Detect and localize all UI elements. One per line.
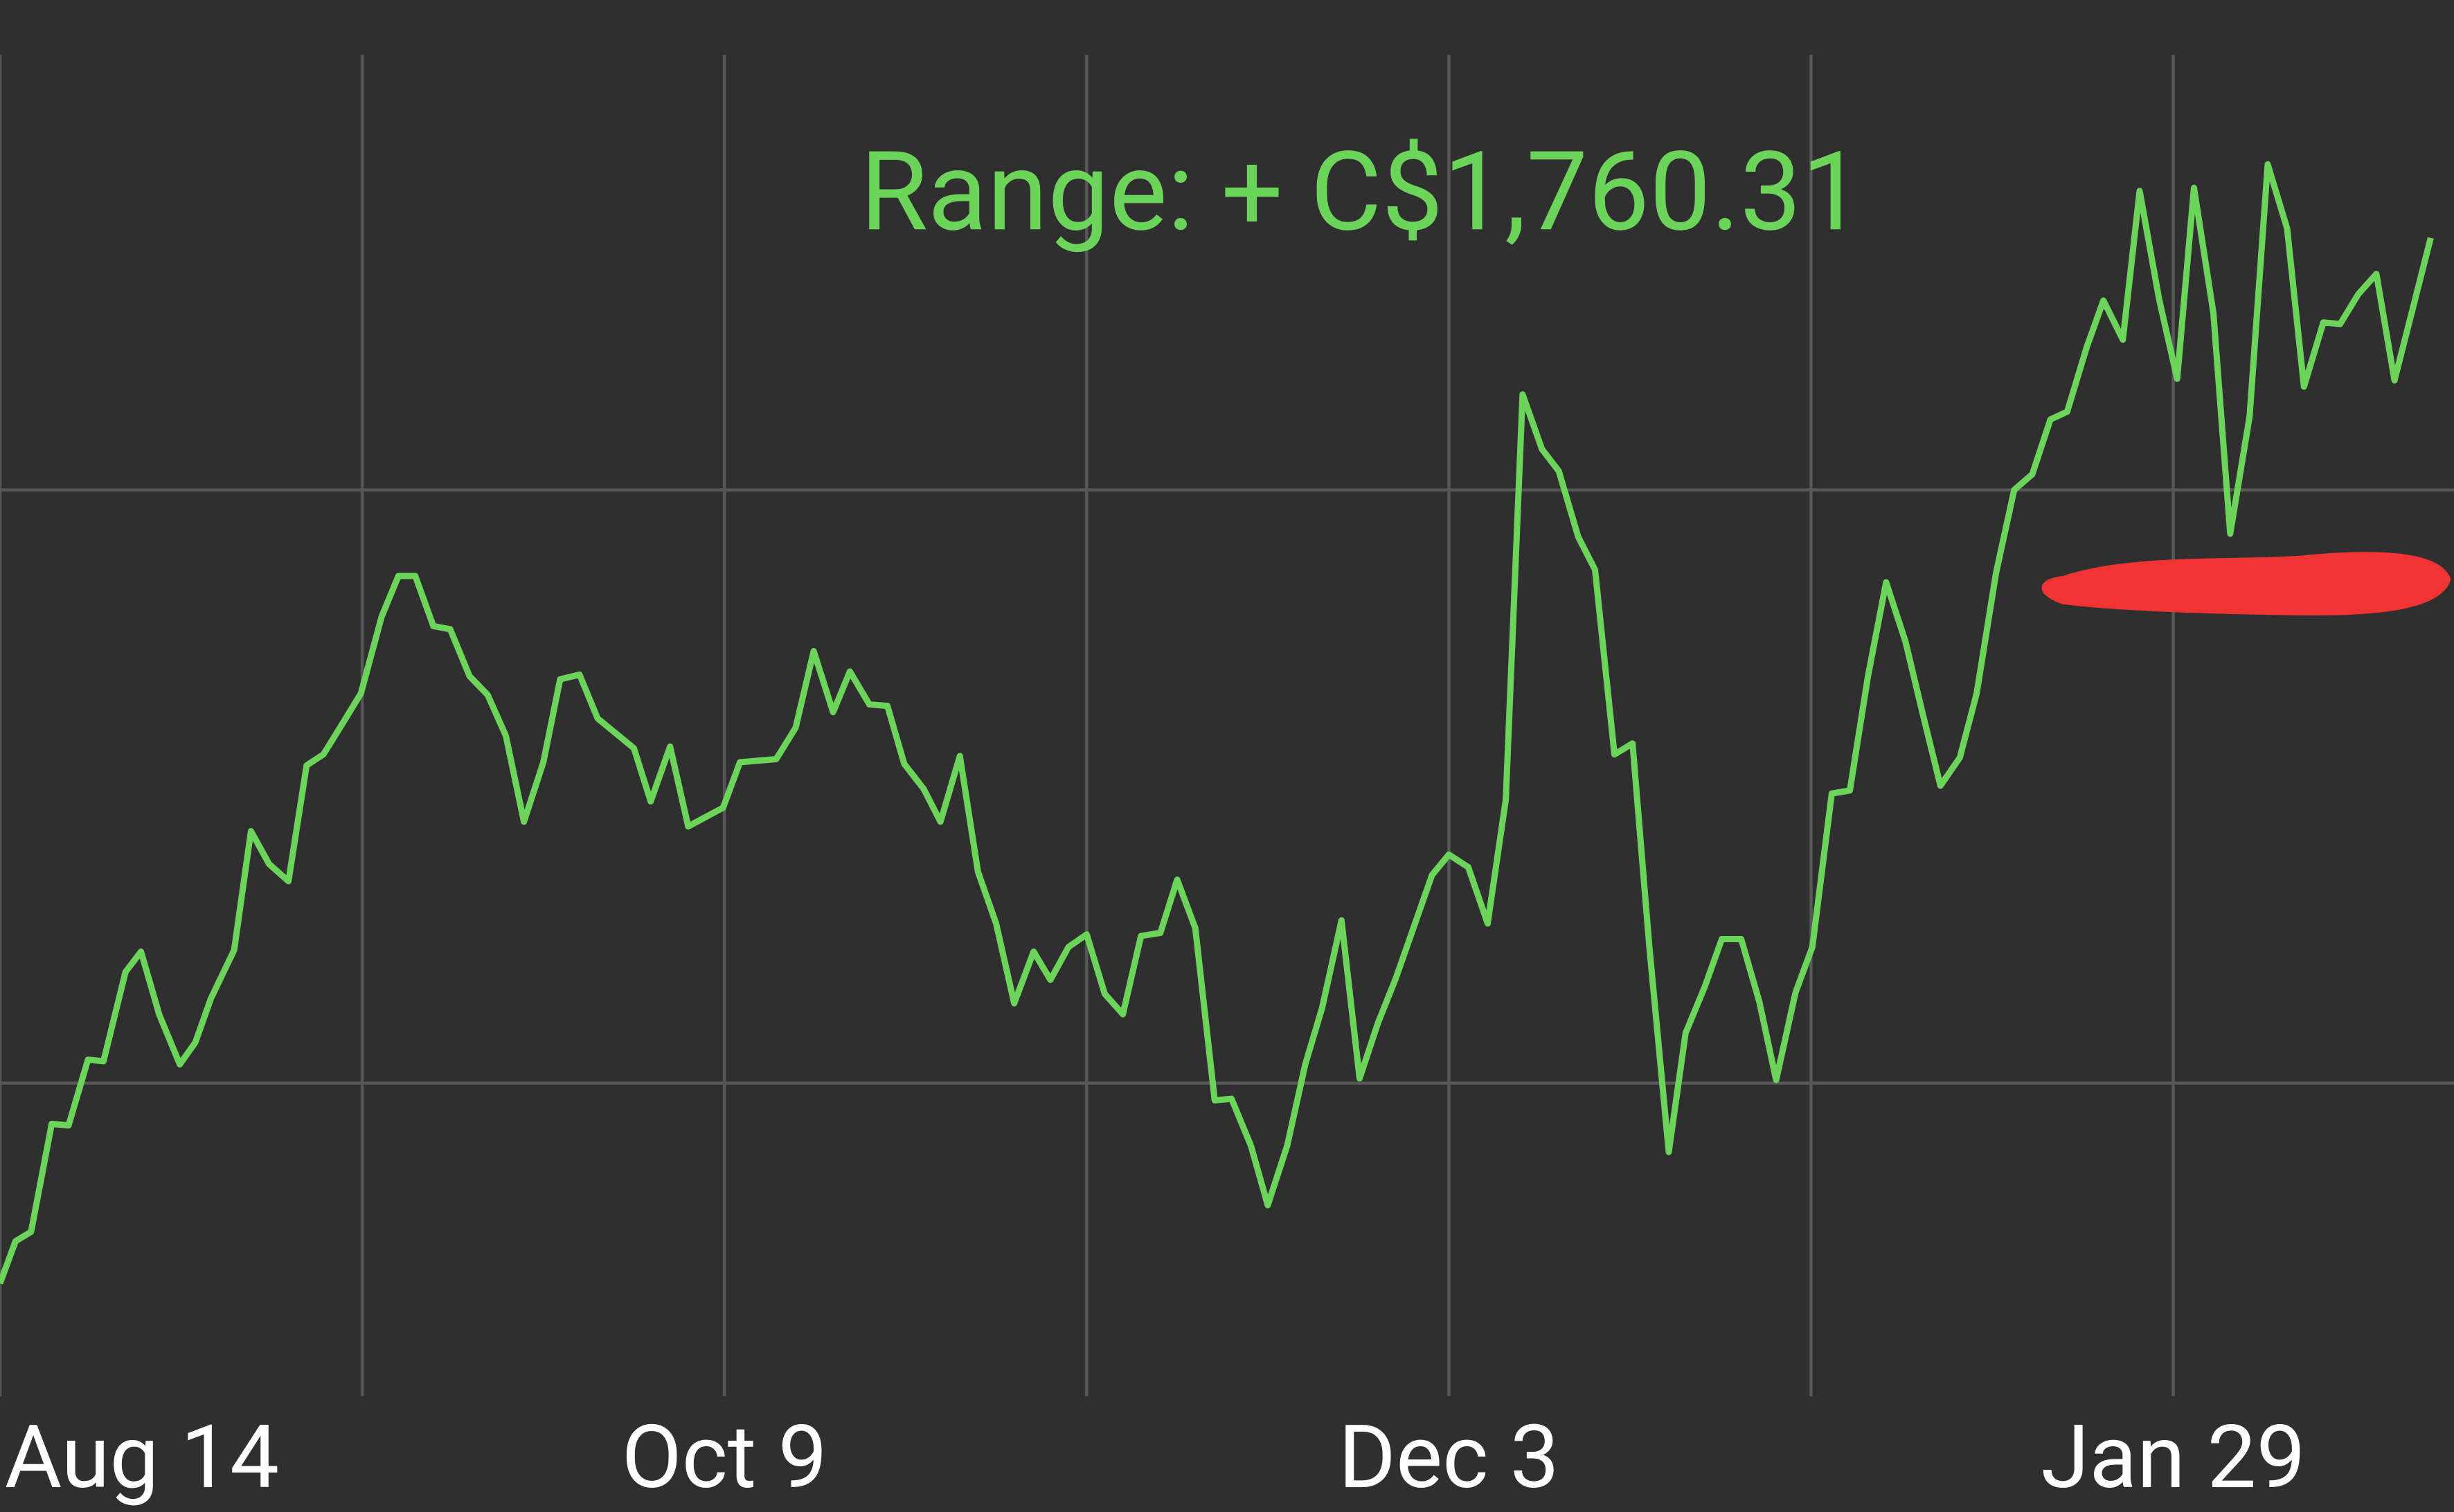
plot-area	[0, 161, 2434, 1285]
x-axis: Aug 14 Oct 9 Dec 3 Jan 29	[5, 1406, 2306, 1509]
x-tick-label: Aug 14	[5, 1406, 279, 1509]
redaction-scribble	[2041, 552, 2451, 615]
chart-title: Range: + C$1,760.31	[860, 127, 1863, 256]
grid	[0, 55, 2454, 1396]
data-line	[0, 161, 2434, 1285]
x-tick-label: Dec 3	[1338, 1406, 1559, 1509]
x-tick-label: Oct 9	[622, 1406, 827, 1509]
x-tick-label: Jan 29	[2041, 1406, 2305, 1509]
